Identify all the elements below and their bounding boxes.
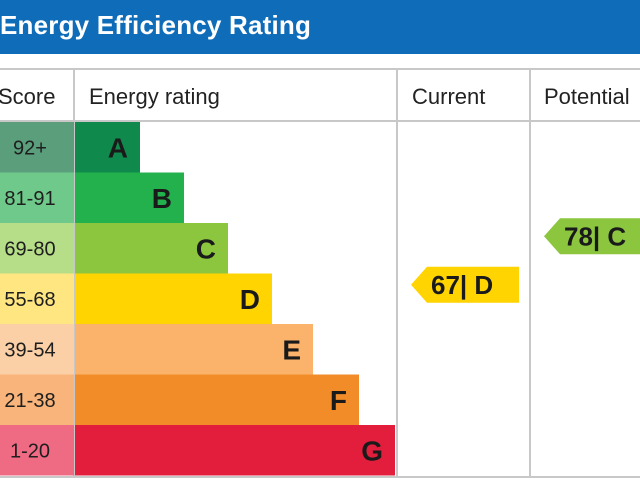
rating-markers: 67| D 78| C	[411, 218, 640, 303]
score-column-header: Score	[0, 84, 55, 109]
score-label-d: 55-68	[4, 289, 55, 311]
score-label-f: 21-38	[4, 390, 55, 412]
score-label-b: 81-91	[4, 188, 55, 210]
band-letter-b: B	[152, 183, 172, 214]
score-cell-a	[0, 122, 74, 173]
score-label-g: 1-20	[10, 440, 50, 462]
band-bar-d	[75, 273, 272, 324]
band-letter-e: E	[282, 334, 301, 365]
score-cell-d	[0, 273, 74, 324]
band-bar-c	[75, 223, 228, 274]
score-label-e: 39-54	[4, 339, 55, 361]
rating-bands: 92+ A 81-91 B 69-80 C 55-68 D 39-54 E 21-38 F 1-20 G	[0, 122, 395, 476]
band-bar-g	[75, 425, 395, 476]
band-letter-g: G	[361, 435, 383, 466]
current-marker-label: 67| D	[431, 270, 493, 300]
band-letter-c: C	[196, 233, 216, 264]
score-label-c: 69-80	[4, 238, 55, 260]
band-letter-f: F	[330, 385, 347, 416]
score-cell-c	[0, 223, 74, 274]
current-column-header: Current	[412, 84, 485, 109]
score-cell-f	[0, 374, 74, 425]
score-cell-e	[0, 324, 74, 375]
band-letter-a: A	[108, 132, 128, 163]
potential-column-header: Potential	[544, 84, 630, 109]
band-letter-d: D	[240, 284, 260, 315]
potential-marker-arrow	[544, 218, 640, 255]
potential-marker-label: 78| C	[564, 221, 626, 251]
chart-title: Energy Efficiency Rating	[0, 10, 312, 40]
score-cell-b	[0, 172, 74, 223]
score-label-a: 92+	[13, 137, 47, 159]
chart-header: Energy Efficiency Rating	[0, 0, 640, 54]
band-bar-f	[75, 374, 359, 425]
band-bar-b	[75, 172, 184, 223]
rating-column-header: Energy rating	[89, 84, 220, 109]
band-bar-e	[75, 324, 313, 375]
current-marker-arrow	[411, 266, 519, 303]
score-cell-g	[0, 425, 74, 476]
band-bar-a	[75, 122, 140, 173]
